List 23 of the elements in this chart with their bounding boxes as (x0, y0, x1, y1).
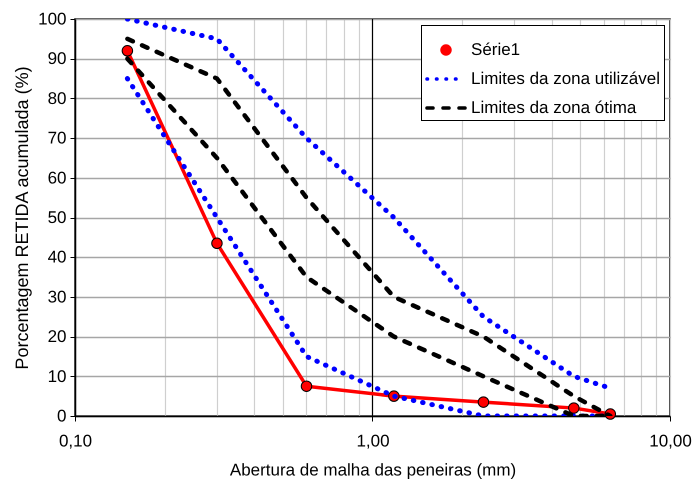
x-tick-label: 1,00 (356, 432, 390, 450)
y-tick-label: 80 (48, 88, 66, 108)
y-tick-label: 10 (48, 366, 66, 386)
point (211, 238, 223, 250)
legend-label: Limites da zona utilizável (471, 69, 660, 88)
point (300, 380, 312, 392)
legend-label: Limites da zona ótima (471, 98, 637, 117)
y-axis-title: Porcentagem RETIDA acumulada (%) (12, 66, 32, 370)
y-tick-label: 40 (48, 248, 66, 267)
y-tick-label: 90 (48, 49, 66, 68)
y-tick-label: 60 (48, 168, 66, 188)
y-tick-label: 70 (48, 128, 66, 148)
y-tick-label: 0 (57, 406, 66, 426)
y-tick-label: 100 (38, 10, 66, 28)
point (122, 45, 134, 56)
x-tick-label: 0,10 (58, 432, 92, 450)
x-axis-title: Abertura de malha das peneiras (mm) (230, 460, 516, 480)
point (478, 396, 490, 408)
y-tick-label: 20 (48, 327, 66, 346)
x-tick-label: 10,00 (649, 432, 692, 450)
y-tick-label: 30 (48, 287, 66, 306)
y-tick-label: 50 (48, 208, 66, 227)
legend-label: Série1 (471, 40, 520, 59)
